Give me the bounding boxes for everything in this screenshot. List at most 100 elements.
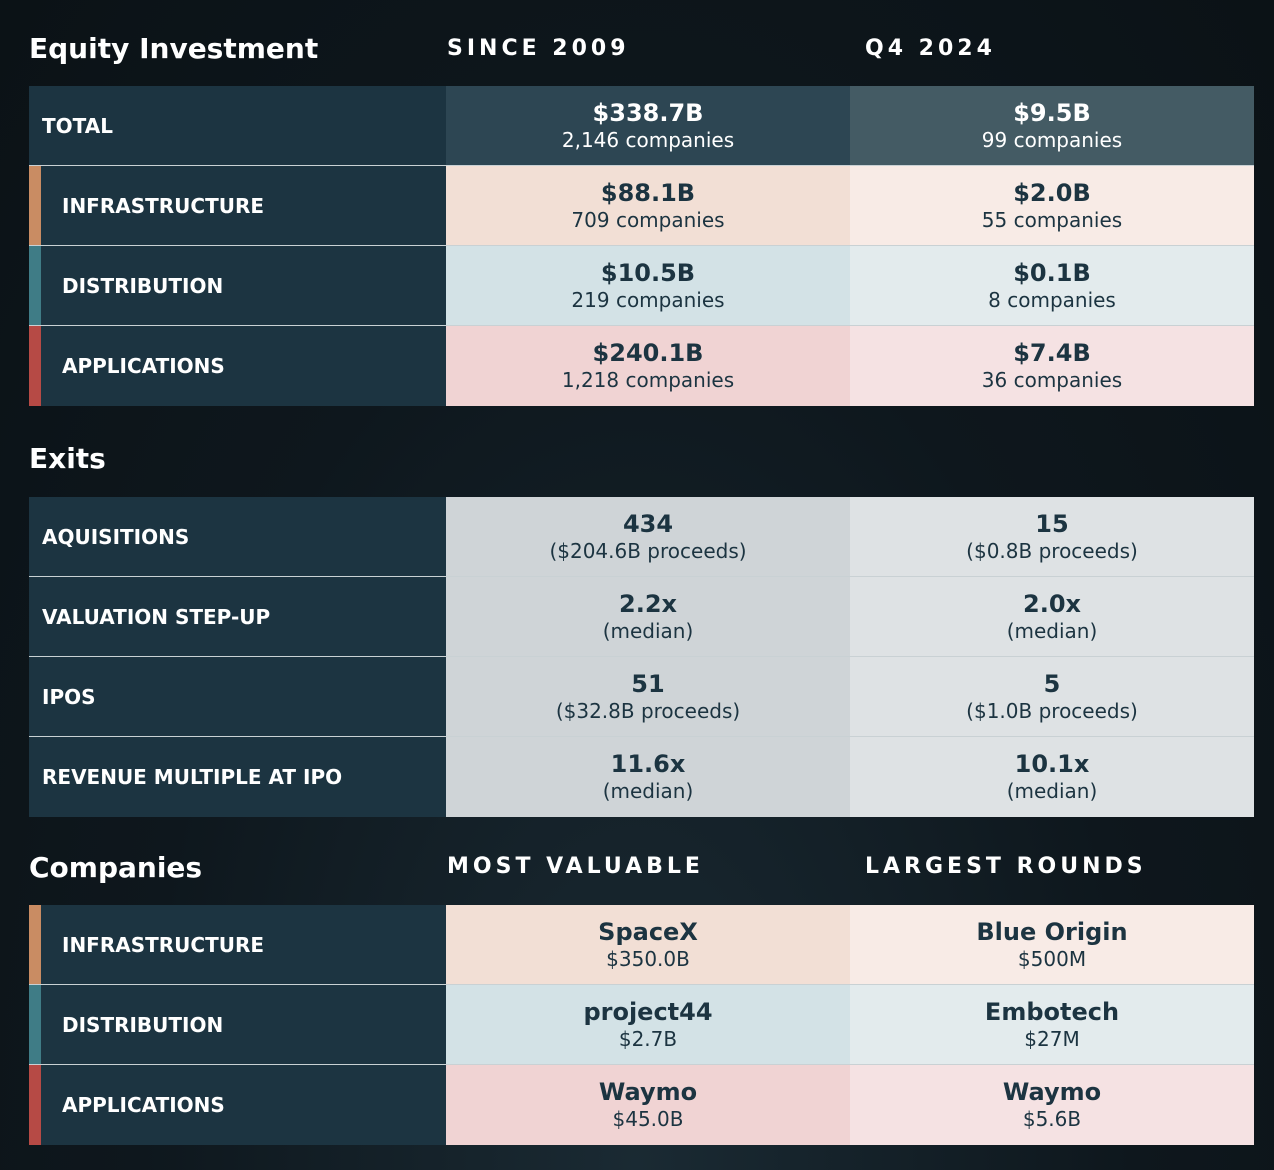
value-sub: $5.6B	[1022, 1107, 1082, 1131]
table-row: DISTRIBUTION project44 $2.7B Embotech $2…	[29, 985, 1254, 1065]
row-label-text: INFRASTRUCTURE	[62, 193, 265, 218]
value-sub: $350.0B	[606, 946, 690, 971]
value-sub: 2,146 companies	[561, 127, 735, 152]
value-cell: Embotech $27M	[850, 985, 1254, 1064]
row-label-text: TOTAL	[42, 113, 113, 138]
value-main: 10.1x	[1014, 750, 1090, 778]
value-cell: $338.7B 2,146 companies	[446, 86, 850, 165]
table-row: AQUISITIONS 434 ($204.6B proceeds) 15 ($…	[29, 497, 1254, 577]
row-label: APPLICATIONS	[29, 1065, 446, 1145]
value-main: Waymo	[1002, 1078, 1102, 1106]
table-row: INFRASTRUCTURE $88.1B 709 companies $2.0…	[29, 166, 1254, 246]
row-label-text: INFRASTRUCTURE	[62, 932, 265, 957]
companies-col-most-valuable: MOST VALUABLE	[447, 854, 704, 879]
equity-col-q4-2024: Q4 2024	[865, 36, 996, 61]
value-main: Waymo	[598, 1078, 698, 1106]
value-cell: 2.2x (median)	[446, 577, 850, 656]
value-main: 5	[1043, 669, 1061, 698]
value-main: 2.2x	[619, 589, 677, 618]
value-main: Blue Origin	[976, 917, 1128, 946]
value-sub: ($1.0B proceeds)	[966, 698, 1138, 723]
row-label-text: DISTRIBUTION	[62, 273, 224, 298]
table-row: APPLICATIONS $240.1B 1,218 companies $7.…	[29, 326, 1254, 406]
value-main: 15	[1035, 509, 1069, 538]
value-cell: $2.0B 55 companies	[850, 166, 1254, 245]
value-main: $10.5B	[600, 258, 696, 287]
value-cell: 10.1x (median)	[850, 737, 1254, 817]
value-sub: (median)	[1006, 618, 1098, 643]
row-label-text: APPLICATIONS	[62, 1093, 225, 1117]
value-sub: (median)	[1006, 779, 1098, 803]
value-cell: SpaceX $350.0B	[446, 905, 850, 984]
row-label: REVENUE MULTIPLE AT IPO	[29, 737, 446, 817]
value-cell: Blue Origin $500M	[850, 905, 1254, 984]
value-sub: 55 companies	[981, 207, 1123, 232]
value-main: project44	[583, 997, 713, 1026]
value-sub: 99 companies	[981, 127, 1123, 152]
value-sub: ($204.6B proceeds)	[549, 538, 747, 563]
value-main: SpaceX	[598, 917, 698, 946]
row-label: DISTRIBUTION	[29, 246, 446, 325]
row-label: AQUISITIONS	[29, 497, 446, 576]
row-label: TOTAL	[29, 86, 446, 165]
exits-table: AQUISITIONS 434 ($204.6B proceeds) 15 ($…	[29, 497, 1254, 817]
applications-accent-bar	[29, 1065, 41, 1145]
value-sub: (median)	[602, 618, 694, 643]
row-label: INFRASTRUCTURE	[29, 166, 446, 245]
value-main: 434	[622, 509, 674, 538]
row-label-text: VALUATION STEP-UP	[42, 604, 271, 629]
value-sub: $27M	[1024, 1026, 1080, 1051]
value-cell: Waymo $5.6B	[850, 1065, 1254, 1145]
companies-col-largest-rounds: LARGEST ROUNDS	[865, 854, 1147, 879]
row-label: INFRASTRUCTURE	[29, 905, 446, 984]
value-main: $7.4B	[1013, 339, 1091, 367]
companies-section-title: Companies	[29, 851, 203, 884]
row-label-text: REVENUE MULTIPLE AT IPO	[42, 765, 343, 789]
value-cell: 434 ($204.6B proceeds)	[446, 497, 850, 576]
applications-accent-bar	[29, 326, 41, 406]
value-cell: 11.6x (median)	[446, 737, 850, 817]
value-cell: 51 ($32.8B proceeds)	[446, 657, 850, 736]
row-label-text: IPOS	[42, 684, 96, 709]
value-main: $240.1B	[592, 339, 704, 367]
value-main: $9.5B	[1013, 98, 1091, 127]
row-label: VALUATION STEP-UP	[29, 577, 446, 656]
value-sub: 1,218 companies	[561, 368, 735, 392]
row-label-text: AQUISITIONS	[42, 524, 190, 549]
distribution-accent-bar	[29, 985, 41, 1064]
exits-section-title: Exits	[29, 442, 106, 475]
row-label: IPOS	[29, 657, 446, 736]
value-cell: 2.0x (median)	[850, 577, 1254, 656]
value-cell: project44 $2.7B	[446, 985, 850, 1064]
equity-table: TOTAL $338.7B 2,146 companies $9.5B 99 c…	[29, 86, 1254, 406]
value-sub: 36 companies	[981, 368, 1123, 392]
value-sub: $2.7B	[618, 1026, 678, 1051]
value-cell: $9.5B 99 companies	[850, 86, 1254, 165]
row-label-text: DISTRIBUTION	[62, 1012, 224, 1037]
value-main: $338.7B	[592, 98, 704, 127]
value-cell: $0.1B 8 companies	[850, 246, 1254, 325]
value-sub: $500M	[1017, 946, 1087, 971]
infrastructure-accent-bar	[29, 166, 41, 245]
value-main: $88.1B	[600, 178, 696, 207]
value-sub: 8 companies	[988, 287, 1116, 312]
value-cell: 15 ($0.8B proceeds)	[850, 497, 1254, 576]
table-row: VALUATION STEP-UP 2.2x (median) 2.0x (me…	[29, 577, 1254, 657]
table-row: REVENUE MULTIPLE AT IPO 11.6x (median) 1…	[29, 737, 1254, 817]
value-sub: $45.0B	[612, 1107, 684, 1131]
value-sub: (median)	[602, 779, 694, 803]
table-row: APPLICATIONS Waymo $45.0B Waymo $5.6B	[29, 1065, 1254, 1145]
row-label: DISTRIBUTION	[29, 985, 446, 1064]
value-main: 51	[631, 669, 665, 698]
value-main: $2.0B	[1013, 178, 1091, 207]
value-sub: 219 companies	[571, 287, 725, 312]
table-row: IPOS 51 ($32.8B proceeds) 5 ($1.0B proce…	[29, 657, 1254, 737]
table-row: DISTRIBUTION $10.5B 219 companies $0.1B …	[29, 246, 1254, 326]
value-sub: ($32.8B proceeds)	[555, 698, 741, 723]
value-sub: ($0.8B proceeds)	[966, 538, 1138, 563]
equity-col-since-2009: SINCE 2009	[447, 36, 630, 61]
value-sub: 709 companies	[571, 207, 725, 232]
value-cell: $7.4B 36 companies	[850, 326, 1254, 406]
companies-table: INFRASTRUCTURE SpaceX $350.0B Blue Origi…	[29, 905, 1254, 1145]
infrastructure-accent-bar	[29, 905, 41, 984]
